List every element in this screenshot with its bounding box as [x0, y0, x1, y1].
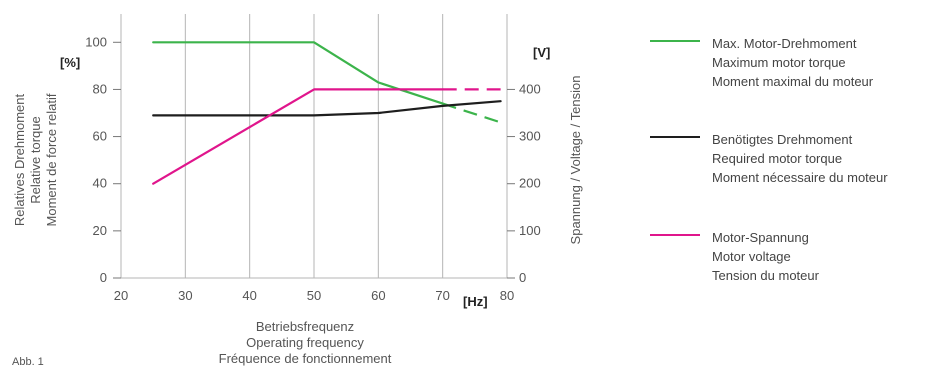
x-tick-label-60: 60	[371, 288, 385, 303]
y-left-label-line-3: Moment de force relatif	[44, 93, 59, 226]
legend-swatch-motor-voltage	[650, 234, 700, 236]
legend-motor-voltage-fr: Tension du moteur	[712, 268, 819, 283]
x-unit: [Hz]	[463, 294, 488, 309]
ticks-layer: 20 30 40 50 60 70 80 0 20 40 60 80 100 0 100 200 300 400	[85, 34, 540, 303]
figure-label: Abb. 1	[12, 356, 44, 368]
y-right-tick-label-200: 200	[519, 176, 541, 191]
series-layer	[152, 41, 502, 185]
y-right-tick-label-100: 100	[519, 223, 541, 238]
x-axis-title-line-3: Fréquence de fonctionnement	[218, 351, 392, 366]
y-left-tick-label-20: 20	[93, 223, 107, 238]
y-left-tick-label-100: 100	[85, 34, 107, 49]
x-axis-title: Betriebsfrequenz Operating frequency Fré…	[180, 319, 430, 367]
grid-layer	[120, 14, 508, 278]
legend-text-motor-voltage: Motor-Spannung Motor voltage Tension du …	[712, 228, 819, 285]
x-tick-label-30: 30	[178, 288, 192, 303]
legend-text-max-torque: Max. Motor-Drehmoment Maximum motor torq…	[712, 34, 873, 91]
y-right-tick-label-400: 400	[519, 81, 541, 96]
legend-max-torque-de: Max. Motor-Drehmoment	[712, 36, 857, 51]
y-left-tick-label-80: 80	[93, 81, 107, 96]
y-left-tick-label-60: 60	[93, 129, 107, 144]
legend-required-torque-en: Required motor torque	[712, 151, 843, 166]
series-dashed-line-max-torque	[442, 102, 501, 124]
x-axis-title-line-1: Betriebsfrequenz	[255, 319, 355, 334]
y-right-label: Spannung / Voltage / Tension	[568, 76, 583, 245]
x-tick-label-20: 20	[114, 288, 128, 303]
legend-swatch-required-torque	[650, 136, 700, 138]
x-tick-label-80: 80	[500, 288, 514, 303]
legend-text-required-torque: Benötigtes Drehmoment Required motor tor…	[712, 130, 888, 187]
series-line-required-torque	[152, 100, 502, 117]
y-right-unit: [V]	[533, 45, 550, 60]
x-tick-label-50: 50	[307, 288, 321, 303]
y-right-tick-label-300: 300	[519, 129, 541, 144]
axes-layer	[113, 41, 515, 279]
y-left-unit: [%]	[60, 55, 80, 70]
legend-required-torque-de: Benötigtes Drehmoment	[712, 132, 853, 147]
y-right-tick-label-0: 0	[519, 270, 526, 285]
legend-motor-voltage-en: Motor voltage	[712, 249, 791, 264]
x-tick-label-40: 40	[242, 288, 256, 303]
y-left-tick-label-40: 40	[93, 176, 107, 191]
legend-required-torque-fr: Moment nécessaire du moteur	[712, 170, 888, 185]
series-line-motor-voltage	[152, 88, 444, 185]
y-left-tick-label-0: 0	[100, 270, 107, 285]
series-line-max-torque	[152, 41, 444, 105]
y-left-label-line-2: Relative torque	[28, 116, 43, 203]
legend-swatch-max-torque	[650, 40, 700, 42]
x-axis-title-line-2: Operating frequency	[246, 335, 364, 350]
x-tick-label-70: 70	[435, 288, 449, 303]
legend-max-torque-en: Maximum motor torque	[712, 55, 846, 70]
legend-max-torque-fr: Moment maximal du moteur	[712, 74, 874, 89]
y-left-label-line-1: Relatives Drehmoment	[12, 94, 27, 227]
legend-motor-voltage-de: Motor-Spannung	[712, 230, 809, 245]
